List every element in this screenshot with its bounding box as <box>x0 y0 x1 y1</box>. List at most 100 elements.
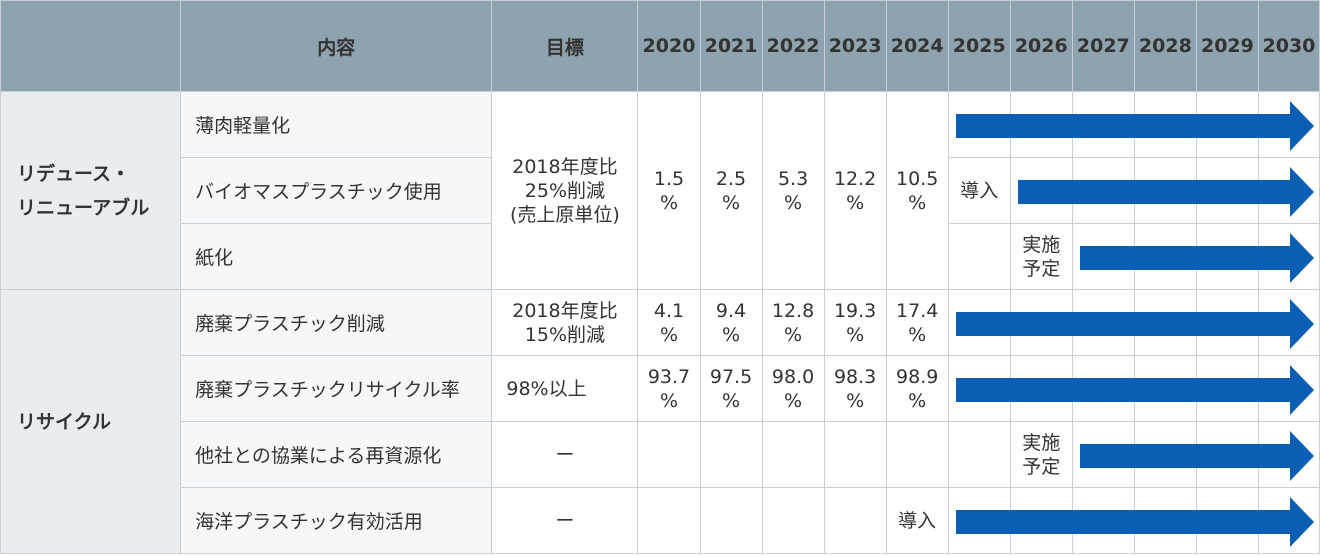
header-target: 目標 <box>491 0 639 92</box>
year-cell <box>1133 157 1197 224</box>
target-value: 98%以上 <box>491 355 639 422</box>
year-cell <box>1195 223 1259 290</box>
year-cell <box>1195 421 1259 488</box>
year-cell <box>1009 487 1073 554</box>
table-row: リサイクル 廃棄プラスチック削減 2018年度比 15%削減 4.1 % 9.4… <box>0 289 1320 554</box>
value-2023: 98.3 % <box>823 355 887 422</box>
header-year-2022: 2022 <box>761 0 825 92</box>
value-2021: 2.5 % <box>699 91 763 290</box>
value-2021: 9.4 % <box>699 289 763 356</box>
year-cell <box>1071 223 1135 290</box>
year-cell <box>1195 355 1259 422</box>
year-cell <box>699 421 763 488</box>
category-recycle: リサイクル <box>0 289 182 554</box>
year-cell <box>1257 355 1320 422</box>
table-row: 廃棄プラスチックリサイクル率 98%以上 93.7 % 97.5 % 98.0 … <box>1 355 1320 422</box>
year-cell <box>1257 223 1320 290</box>
year-cell <box>761 421 825 488</box>
value-2022: 12.8 % <box>761 289 825 356</box>
year-cell <box>947 355 1011 422</box>
year-cell <box>1257 421 1320 488</box>
status-label: 導入 <box>885 487 949 554</box>
year-cell <box>1009 355 1073 422</box>
year-cell <box>1133 421 1197 488</box>
value-2020: 1.5 % <box>637 91 701 290</box>
status-label: 実施 予定 <box>1009 421 1073 488</box>
header-year-2023: 2023 <box>823 0 887 92</box>
item-label: 廃棄プラスチック削減 <box>180 289 493 356</box>
item-label: バイオマスプラスチック使用 <box>180 157 493 224</box>
header-year-2025: 2025 <box>947 0 1011 92</box>
year-cell <box>637 421 701 488</box>
year-cell <box>1133 289 1197 356</box>
header-year-2020: 2020 <box>637 0 701 92</box>
year-cell <box>1133 91 1197 158</box>
year-cell <box>1257 289 1320 356</box>
year-cell <box>1257 487 1320 554</box>
header-year-2029: 2029 <box>1195 0 1259 92</box>
value-2023: 12.2 % <box>823 91 887 290</box>
year-cell <box>947 421 1011 488</box>
table-row: 他社との協業による再資源化 ー 実施 予定 <box>1 421 1320 488</box>
year-cell <box>1071 355 1135 422</box>
item-label: 海洋プラスチック有効活用 <box>180 487 493 554</box>
value-2020: 93.7 % <box>637 355 701 422</box>
year-cell <box>1257 91 1320 158</box>
year-cell <box>761 487 825 554</box>
value-2020: 4.1 % <box>637 289 701 356</box>
year-cell <box>1071 487 1135 554</box>
status-label: 実施 予定 <box>1009 223 1073 290</box>
year-cell <box>637 487 701 554</box>
year-cell <box>1133 223 1197 290</box>
header-year-2030: 2030 <box>1257 0 1320 92</box>
target-value: ー <box>491 487 639 554</box>
year-cell <box>1133 355 1197 422</box>
item-label: 薄肉軽量化 <box>180 91 493 158</box>
status-label: 導入 <box>947 157 1011 224</box>
value-2022: 98.0 % <box>761 355 825 422</box>
year-cell <box>1195 487 1259 554</box>
year-cell <box>947 91 1011 158</box>
year-cell <box>1009 91 1073 158</box>
table-row: リデュース・ リニューアブル 薄肉軽量化 2018年度比 25%削減 (売上原単… <box>0 91 1320 290</box>
year-cell <box>885 421 949 488</box>
header-year-2028: 2028 <box>1133 0 1197 92</box>
value-2021: 97.5 % <box>699 355 763 422</box>
header-row: 内容 目標 2020 2021 2022 2023 2024 2025 2026… <box>0 0 1320 92</box>
item-label: 廃棄プラスチックリサイクル率 <box>180 355 493 422</box>
year-cell <box>947 223 1011 290</box>
year-cell <box>1009 289 1073 356</box>
year-cell <box>1195 289 1259 356</box>
category-reduce-renewable: リデュース・ リニューアブル <box>0 91 182 290</box>
value-2024: 17.4 % <box>885 289 949 356</box>
year-cell <box>947 289 1011 356</box>
value-2024: 10.5 % <box>885 91 949 290</box>
value-2024: 98.9 % <box>885 355 949 422</box>
year-cell <box>1009 157 1073 224</box>
year-cell <box>823 421 887 488</box>
value-2023: 19.3 % <box>823 289 887 356</box>
target-value: ー <box>491 421 639 488</box>
year-cell <box>823 487 887 554</box>
year-cell <box>699 487 763 554</box>
header-year-2027: 2027 <box>1071 0 1135 92</box>
header-empty <box>0 0 182 92</box>
year-cell <box>1071 289 1135 356</box>
year-cell <box>1071 157 1135 224</box>
target-reduce: 2018年度比 25%削減 (売上原単位) <box>491 91 639 290</box>
header-year-2024: 2024 <box>885 0 949 92</box>
year-cell <box>1195 157 1259 224</box>
item-label: 紙化 <box>180 223 493 290</box>
year-cell <box>1071 421 1135 488</box>
year-cell <box>1195 91 1259 158</box>
value-2022: 5.3 % <box>761 91 825 290</box>
header-year-2021: 2021 <box>699 0 763 92</box>
header-year-2026: 2026 <box>1009 0 1073 92</box>
year-cell <box>947 487 1011 554</box>
header-content: 内容 <box>180 0 493 92</box>
target-value: 2018年度比 15%削減 <box>491 289 639 356</box>
item-label: 他社との協業による再資源化 <box>180 421 493 488</box>
year-cell <box>1071 91 1135 158</box>
table-row: 海洋プラスチック有効活用 ー 導入 <box>1 487 1320 554</box>
